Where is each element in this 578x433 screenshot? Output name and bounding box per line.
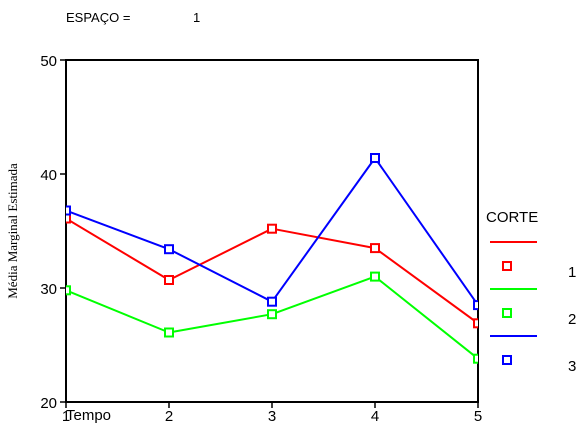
data-point-series-2 xyxy=(164,327,174,338)
legend-marker-3 xyxy=(502,355,512,365)
data-point-series-3 xyxy=(370,153,380,163)
x-axis-label: Tempo xyxy=(66,407,111,424)
marker-layer xyxy=(66,153,478,364)
data-point-series-2 xyxy=(473,353,478,364)
axes: 20 30 40 50 1 2 3 4 5 xyxy=(40,53,482,425)
data-point-series-2 xyxy=(267,309,277,320)
filter-label: ESPAÇO = xyxy=(66,10,130,25)
filter-value: 1 xyxy=(193,10,200,25)
y-tick-label: 40 xyxy=(40,167,57,184)
x-tick-label: 2 xyxy=(165,408,173,425)
data-point-series-3 xyxy=(164,244,174,255)
data-point-series-1 xyxy=(66,213,71,224)
series-layer xyxy=(66,157,478,360)
data-point-series-1 xyxy=(473,318,478,329)
data-point-series-2 xyxy=(66,285,71,296)
data-point-series-1 xyxy=(370,243,380,254)
data-point-series-1 xyxy=(267,223,277,234)
y-tick-label: 20 xyxy=(40,395,57,412)
x-tick-label: 3 xyxy=(268,408,276,425)
legend-label-3: 3 xyxy=(568,358,576,375)
legend-marker-1 xyxy=(502,261,512,271)
x-tick-label: 1 xyxy=(62,408,70,425)
y-tick-label: 30 xyxy=(40,281,57,298)
legend-marker-2 xyxy=(502,308,512,318)
legend-label-2: 2 xyxy=(568,311,576,328)
x-tick-label: 5 xyxy=(474,408,482,425)
x-tick-label: 4 xyxy=(371,408,379,425)
data-point-series-1 xyxy=(164,275,174,285)
legend-label-1: 1 xyxy=(568,264,576,281)
y-tick-label: 50 xyxy=(40,53,57,70)
data-point-series-3 xyxy=(267,296,277,307)
data-point-series-3 xyxy=(473,300,478,311)
y-axis-label: Média Marginal Estimada xyxy=(5,163,20,299)
data-point-series-3 xyxy=(66,205,71,216)
legend-title: CORTE xyxy=(486,209,538,226)
legend: CORTE 1 2 3 xyxy=(486,209,576,375)
data-point-series-2 xyxy=(370,271,380,282)
